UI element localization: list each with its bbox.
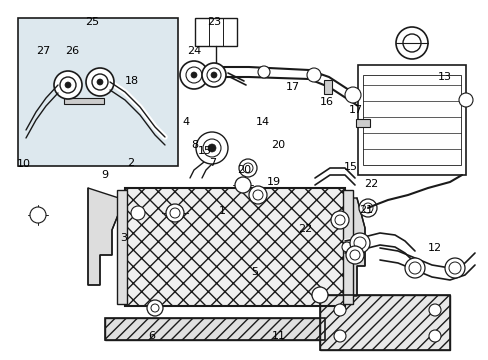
Circle shape <box>206 68 221 82</box>
Circle shape <box>243 163 252 173</box>
Text: 13: 13 <box>437 72 451 82</box>
Bar <box>105 318 325 340</box>
Text: 22: 22 <box>364 179 378 189</box>
Text: 4: 4 <box>182 117 189 127</box>
Circle shape <box>54 71 82 99</box>
Bar <box>18 18 178 166</box>
Circle shape <box>349 233 369 253</box>
Circle shape <box>358 199 376 217</box>
Text: 20: 20 <box>237 165 251 175</box>
Text: 7: 7 <box>209 158 216 168</box>
Circle shape <box>330 211 348 229</box>
Text: 3: 3 <box>120 233 127 243</box>
Circle shape <box>196 132 227 164</box>
Circle shape <box>306 68 320 82</box>
Text: 11: 11 <box>271 330 285 341</box>
Circle shape <box>428 330 440 342</box>
Text: 17: 17 <box>348 105 362 115</box>
Circle shape <box>428 304 440 316</box>
Circle shape <box>333 304 346 316</box>
Circle shape <box>333 330 346 342</box>
Text: 27: 27 <box>36 46 50 56</box>
Text: 18: 18 <box>125 76 139 86</box>
Circle shape <box>86 68 114 96</box>
Polygon shape <box>345 198 364 296</box>
Circle shape <box>404 258 424 278</box>
Circle shape <box>448 262 460 274</box>
Circle shape <box>334 215 345 225</box>
Text: 12: 12 <box>427 243 441 253</box>
Text: 24: 24 <box>187 46 202 56</box>
Circle shape <box>458 93 472 107</box>
Bar <box>64 98 104 104</box>
Text: 23: 23 <box>207 17 221 27</box>
Text: 20: 20 <box>270 140 284 150</box>
Circle shape <box>239 159 257 177</box>
Circle shape <box>248 186 266 204</box>
Bar <box>362 75 460 165</box>
Text: 22: 22 <box>298 224 312 234</box>
Text: 25: 25 <box>85 17 99 27</box>
Circle shape <box>353 237 365 249</box>
Circle shape <box>180 61 207 89</box>
Circle shape <box>349 250 359 260</box>
Circle shape <box>203 139 221 157</box>
Circle shape <box>92 74 108 90</box>
Circle shape <box>252 190 263 200</box>
Circle shape <box>362 203 372 213</box>
Circle shape <box>408 262 420 274</box>
Text: 15: 15 <box>344 162 357 172</box>
Bar <box>324 80 331 94</box>
Text: 5: 5 <box>250 267 257 277</box>
Circle shape <box>210 72 217 78</box>
Bar <box>355 119 369 127</box>
Circle shape <box>191 72 197 78</box>
Circle shape <box>402 34 420 52</box>
Text: 9: 9 <box>102 170 108 180</box>
Circle shape <box>258 66 269 78</box>
Circle shape <box>444 258 464 278</box>
Circle shape <box>165 204 183 222</box>
Text: 10: 10 <box>17 159 30 169</box>
Circle shape <box>185 67 202 83</box>
Bar <box>357 65 465 175</box>
Circle shape <box>147 300 163 316</box>
Text: 21: 21 <box>358 204 372 215</box>
Text: 15: 15 <box>197 146 211 156</box>
Polygon shape <box>88 188 125 285</box>
Circle shape <box>30 207 46 223</box>
Circle shape <box>207 144 216 152</box>
Text: 14: 14 <box>256 117 269 127</box>
Circle shape <box>65 82 71 88</box>
Circle shape <box>235 177 250 193</box>
Text: 16: 16 <box>319 96 333 107</box>
Bar <box>125 188 345 306</box>
Bar <box>319 295 449 350</box>
Circle shape <box>131 206 145 220</box>
Text: 17: 17 <box>285 82 299 92</box>
Circle shape <box>395 27 427 59</box>
Circle shape <box>341 242 351 252</box>
Text: 6: 6 <box>148 330 155 341</box>
Circle shape <box>346 246 363 264</box>
Text: 19: 19 <box>266 177 280 187</box>
Circle shape <box>345 87 360 103</box>
Circle shape <box>97 79 103 85</box>
Text: 2: 2 <box>127 158 134 168</box>
Text: 26: 26 <box>65 46 79 56</box>
Bar <box>105 318 325 340</box>
Circle shape <box>202 63 225 87</box>
Bar <box>125 188 345 306</box>
Bar <box>342 190 352 304</box>
Text: 1: 1 <box>219 206 225 216</box>
Bar <box>319 295 449 350</box>
Circle shape <box>60 77 76 93</box>
Circle shape <box>170 208 180 218</box>
Circle shape <box>151 304 159 312</box>
Circle shape <box>311 287 327 303</box>
Bar <box>195 18 237 46</box>
Text: 8: 8 <box>191 140 198 150</box>
Bar <box>117 190 127 304</box>
